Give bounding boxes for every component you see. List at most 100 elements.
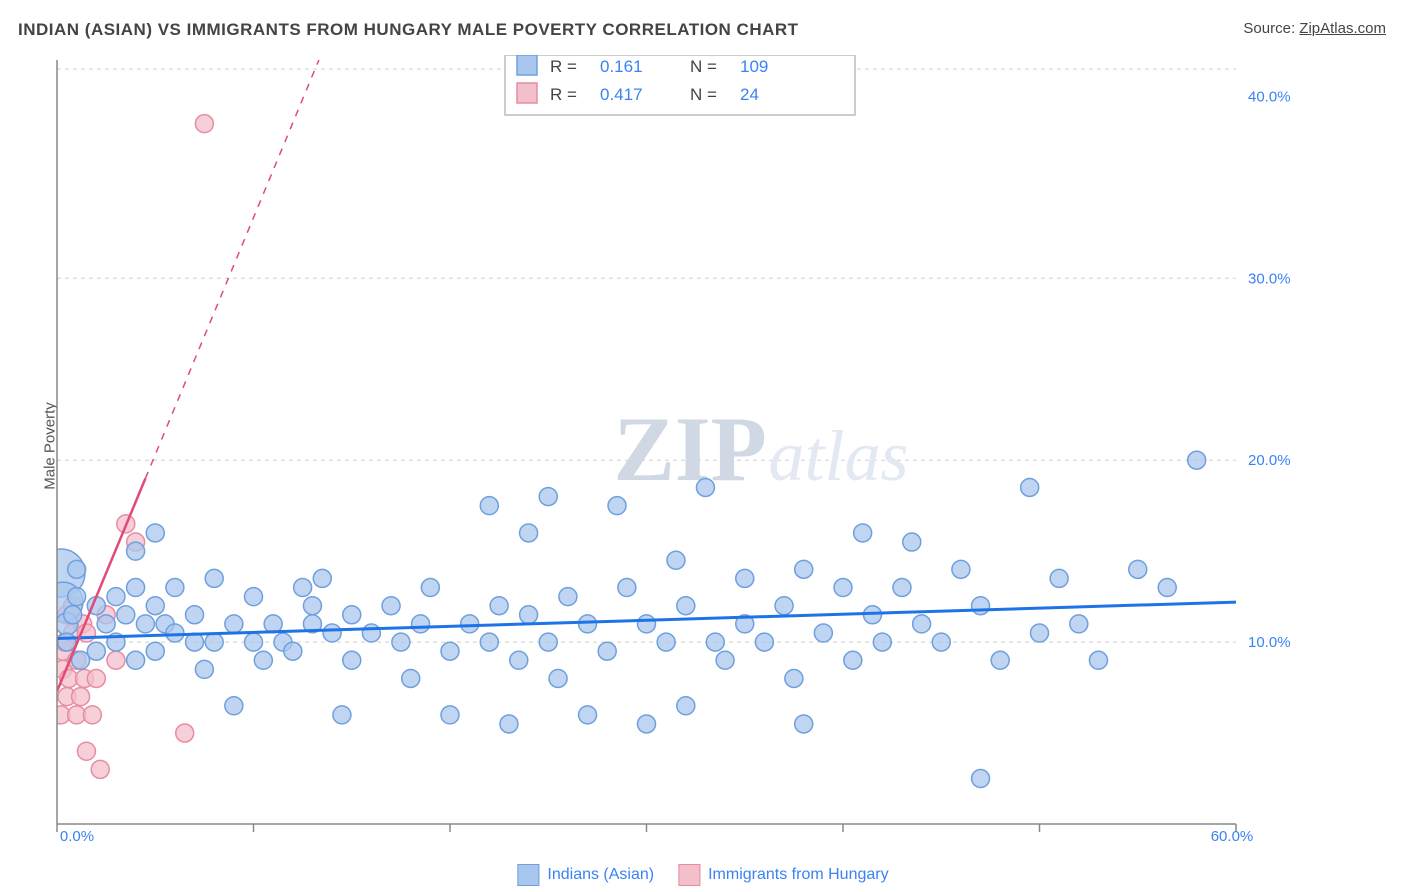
data-point bbox=[68, 560, 86, 578]
data-point bbox=[814, 624, 832, 642]
data-point bbox=[146, 597, 164, 615]
data-point bbox=[87, 669, 105, 687]
chart-title: INDIAN (ASIAN) VS IMMIGRANTS FROM HUNGAR… bbox=[18, 20, 799, 40]
series-legend: Indians (Asian) Immigrants from Hungary bbox=[517, 864, 888, 886]
legend-swatch bbox=[517, 864, 539, 886]
data-point bbox=[775, 597, 793, 615]
data-point bbox=[795, 560, 813, 578]
legend-swatch bbox=[517, 55, 537, 75]
legend-n-label: N = bbox=[690, 57, 717, 76]
data-point bbox=[392, 633, 410, 651]
data-point bbox=[1021, 478, 1039, 496]
data-point bbox=[107, 651, 125, 669]
data-point bbox=[254, 651, 272, 669]
data-point bbox=[579, 706, 597, 724]
data-point bbox=[480, 497, 498, 515]
data-point bbox=[97, 615, 115, 633]
source-link[interactable]: ZipAtlas.com bbox=[1299, 20, 1386, 37]
data-point bbox=[490, 597, 508, 615]
data-point bbox=[441, 642, 459, 660]
data-point bbox=[127, 542, 145, 560]
data-point bbox=[696, 478, 714, 496]
data-point bbox=[362, 624, 380, 642]
data-point bbox=[87, 642, 105, 660]
trend-line-extrapolated bbox=[145, 55, 469, 478]
data-point bbox=[755, 633, 773, 651]
source-attribution: Source: ZipAtlas.com bbox=[1243, 20, 1386, 37]
data-point bbox=[1188, 451, 1206, 469]
data-point bbox=[284, 642, 302, 660]
data-point bbox=[539, 488, 557, 506]
data-point bbox=[638, 615, 656, 633]
data-point bbox=[225, 615, 243, 633]
data-point bbox=[913, 615, 931, 633]
data-point bbox=[952, 560, 970, 578]
data-point bbox=[146, 642, 164, 660]
data-point bbox=[559, 588, 577, 606]
data-point bbox=[972, 770, 990, 788]
data-point bbox=[893, 579, 911, 597]
source-prefix: Source: bbox=[1243, 20, 1299, 37]
data-point bbox=[72, 651, 90, 669]
data-point bbox=[520, 524, 538, 542]
data-point bbox=[303, 597, 321, 615]
legend-r-label: R = bbox=[550, 85, 577, 104]
data-point bbox=[68, 588, 86, 606]
data-point bbox=[245, 633, 263, 651]
data-point bbox=[510, 651, 528, 669]
data-point bbox=[225, 697, 243, 715]
legend-label: Immigrants from Hungary bbox=[708, 866, 889, 883]
data-point bbox=[117, 606, 135, 624]
data-point bbox=[1031, 624, 1049, 642]
y-tick-label: 30.0% bbox=[1248, 270, 1291, 287]
data-point bbox=[461, 615, 479, 633]
data-point bbox=[539, 633, 557, 651]
x-tick-label: 60.0% bbox=[1211, 828, 1254, 842]
data-point bbox=[176, 724, 194, 742]
svg-text:ZIP: ZIP bbox=[613, 398, 766, 500]
data-point bbox=[1089, 651, 1107, 669]
data-point bbox=[854, 524, 872, 542]
data-point bbox=[166, 579, 184, 597]
data-point bbox=[716, 651, 734, 669]
data-point bbox=[195, 115, 213, 133]
y-tick-label: 10.0% bbox=[1248, 634, 1291, 651]
legend-item: Indians (Asian) bbox=[517, 864, 654, 886]
data-point bbox=[333, 706, 351, 724]
data-point bbox=[313, 569, 331, 587]
legend-n-value: 109 bbox=[740, 57, 768, 76]
legend-n-value: 24 bbox=[740, 85, 759, 104]
data-point bbox=[72, 688, 90, 706]
legend-r-value: 0.161 bbox=[600, 57, 643, 76]
data-point bbox=[441, 706, 459, 724]
data-point bbox=[107, 588, 125, 606]
data-point bbox=[323, 624, 341, 642]
data-point bbox=[618, 579, 636, 597]
data-point bbox=[972, 597, 990, 615]
data-point bbox=[77, 742, 95, 760]
legend-r-value: 0.417 bbox=[600, 85, 643, 104]
legend-swatch bbox=[517, 83, 537, 103]
data-point bbox=[382, 597, 400, 615]
data-point bbox=[795, 715, 813, 733]
legend-swatch bbox=[678, 864, 700, 886]
legend-label: Indians (Asian) bbox=[547, 866, 654, 883]
data-point bbox=[402, 669, 420, 687]
data-point bbox=[549, 669, 567, 687]
data-point bbox=[785, 669, 803, 687]
data-point bbox=[1158, 579, 1176, 597]
data-point bbox=[480, 633, 498, 651]
data-point bbox=[873, 633, 891, 651]
data-point bbox=[706, 633, 724, 651]
data-point bbox=[58, 633, 76, 651]
data-point bbox=[245, 588, 263, 606]
svg-text:atlas: atlas bbox=[768, 416, 908, 496]
data-point bbox=[667, 551, 685, 569]
data-point bbox=[903, 533, 921, 551]
data-point bbox=[64, 606, 82, 624]
data-point bbox=[412, 615, 430, 633]
legend-n-label: N = bbox=[690, 85, 717, 104]
data-point bbox=[83, 706, 101, 724]
data-point bbox=[638, 715, 656, 733]
data-point bbox=[343, 606, 361, 624]
